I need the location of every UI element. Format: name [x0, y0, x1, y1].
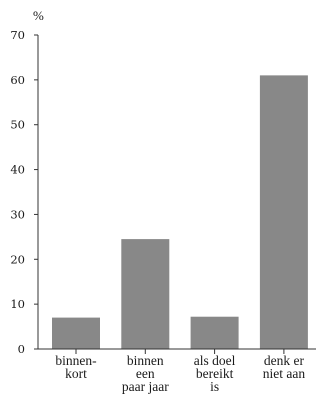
y-axis: 0 10 20 30 40 50 60 70: [10, 28, 39, 356]
y-tick-label-50: 50: [10, 118, 25, 132]
y-tick-label-10: 10: [10, 297, 25, 311]
bar-4: [259, 75, 308, 349]
bar-3: [190, 316, 239, 349]
y-tick-label-30: 30: [10, 207, 25, 221]
y-tick-label-40: 40: [10, 163, 25, 177]
bar-2: [121, 239, 170, 349]
x-tick-label-3: als doel bereikt is: [194, 353, 236, 394]
y-tick-label-60: 60: [10, 73, 25, 87]
x-tick-label-2: binnen een paar jaar: [122, 353, 169, 394]
x-tick-label-1: binnen-kort: [55, 353, 97, 381]
bar-1: [52, 317, 100, 349]
y-axis-unit-label: %: [33, 8, 44, 23]
y-tick-label-0: 0: [18, 342, 25, 356]
y-tick-label-70: 70: [10, 28, 25, 42]
y-tick-label-20: 20: [10, 252, 25, 266]
x-axis: binnen-kort binnen een paar jaar als doel ber…: [38, 348, 316, 394]
x-tick-label-4: denk er niet aan: [263, 353, 306, 381]
bars: [52, 75, 308, 349]
